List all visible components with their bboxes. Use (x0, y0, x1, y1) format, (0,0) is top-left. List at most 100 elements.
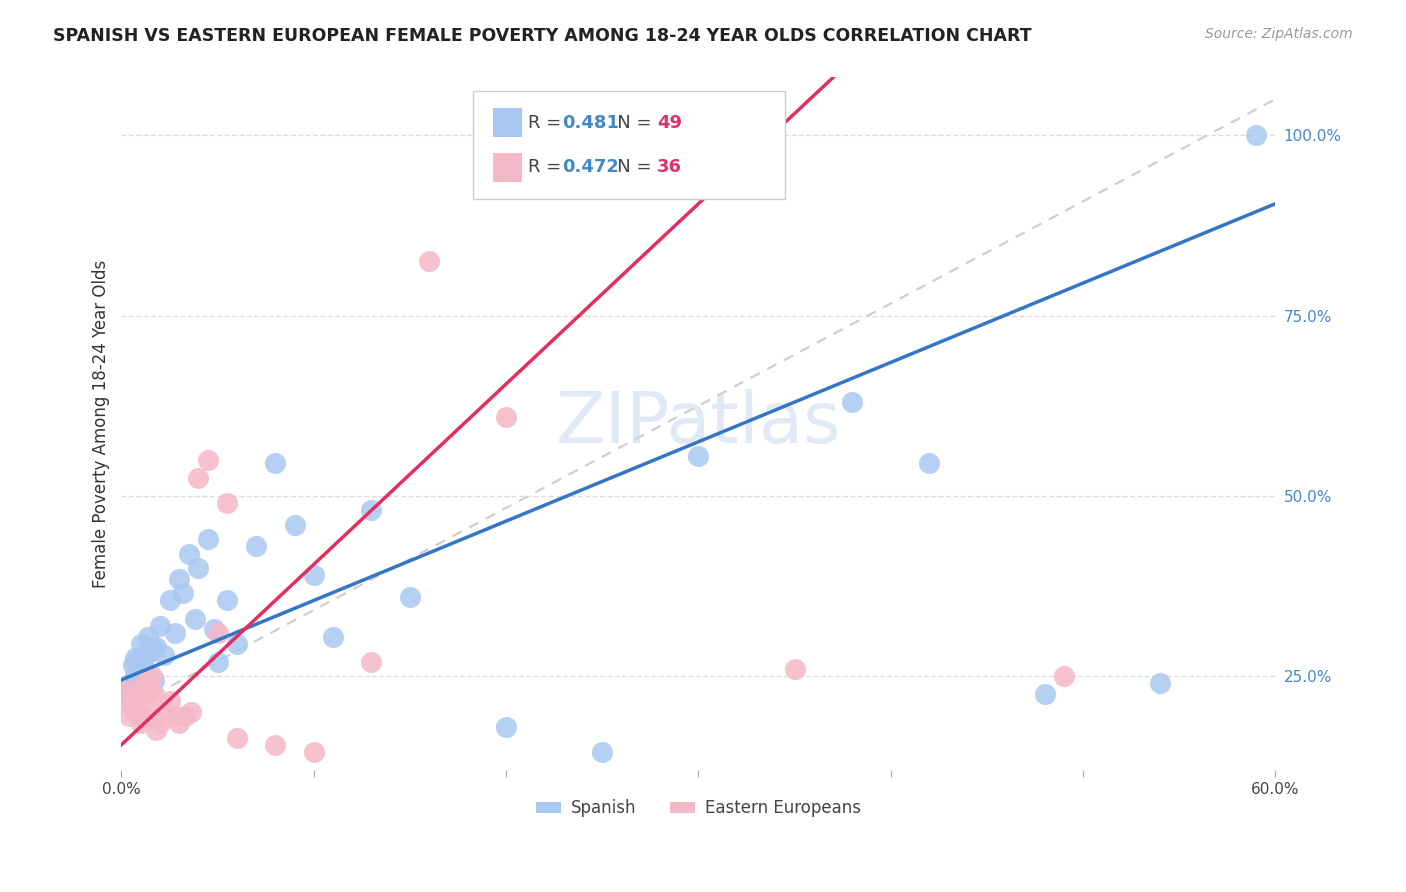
Point (322, 630, 344, 644)
Point (118, 694, 141, 708)
Point (418, 254, 440, 268)
Text: R =: R = (527, 158, 567, 176)
Text: ZIPatlas: ZIPatlas (555, 389, 841, 458)
Point (152, 706, 174, 720)
Text: N =: N = (600, 158, 658, 176)
Point (122, 680, 145, 694)
Point (283, 517, 305, 532)
Point (1149, 676, 1171, 690)
Text: 0.472: 0.472 (562, 158, 619, 176)
Point (145, 723, 167, 738)
Point (124, 669, 146, 683)
Point (149, 716, 172, 731)
Legend: Spanish, Eastern Europeans: Spanish, Eastern Europeans (530, 793, 868, 824)
Point (145, 640, 167, 655)
Text: 36: 36 (657, 158, 682, 176)
Point (120, 676, 142, 690)
Point (120, 690, 142, 705)
Text: R =: R = (527, 114, 567, 132)
Bar (494, 153, 522, 182)
Point (118, 709, 141, 723)
Point (202, 623, 225, 637)
Point (360, 655, 382, 669)
Point (399, 590, 422, 604)
Point (183, 611, 205, 625)
Point (1244, 128, 1267, 143)
Point (187, 471, 209, 485)
Point (360, 503, 382, 517)
FancyBboxPatch shape (474, 91, 785, 199)
Point (124, 651, 146, 665)
Point (131, 658, 153, 673)
Point (128, 680, 150, 694)
Point (159, 593, 181, 607)
Point (143, 673, 166, 687)
Text: N =: N = (600, 114, 658, 132)
Point (783, 662, 806, 676)
Point (167, 572, 190, 586)
Point (122, 658, 145, 673)
Point (1053, 669, 1076, 683)
Bar (494, 108, 522, 137)
Point (115, 683, 138, 698)
Point (591, 745, 613, 759)
Point (138, 673, 160, 687)
Point (177, 547, 200, 561)
Point (167, 716, 190, 731)
Point (134, 680, 156, 694)
Point (217, 593, 239, 607)
Text: SPANISH VS EASTERN EUROPEAN FEMALE POVERTY AMONG 18-24 YEAR OLDS CORRELATION CHA: SPANISH VS EASTERN EUROPEAN FEMALE POVER… (53, 27, 1032, 45)
Point (139, 683, 162, 698)
Point (264, 738, 287, 752)
Point (124, 706, 146, 720)
Point (302, 568, 325, 582)
Point (131, 709, 153, 723)
Point (159, 694, 181, 708)
Point (165, 626, 187, 640)
Point (302, 745, 325, 759)
Point (125, 690, 148, 705)
Point (125, 655, 148, 669)
Point (264, 457, 287, 471)
Point (134, 687, 156, 701)
Y-axis label: Female Poverty Among 18-24 Year Olds: Female Poverty Among 18-24 Year Olds (93, 260, 110, 588)
Point (141, 640, 163, 655)
Point (207, 626, 229, 640)
Point (495, 720, 517, 734)
Point (187, 561, 209, 575)
Point (139, 644, 162, 658)
Point (135, 648, 157, 662)
Point (495, 409, 517, 424)
Point (129, 716, 152, 731)
Point (225, 731, 247, 745)
Point (180, 706, 202, 720)
Point (1033, 687, 1056, 701)
Point (841, 395, 863, 409)
Point (143, 687, 166, 701)
Point (125, 694, 148, 708)
Point (688, 449, 710, 463)
Point (207, 655, 229, 669)
Point (122, 698, 145, 712)
Point (217, 496, 239, 510)
Text: 0.481: 0.481 (562, 114, 619, 132)
Point (197, 532, 219, 546)
Point (114, 687, 136, 701)
Point (149, 618, 172, 632)
Point (128, 662, 150, 676)
Point (225, 637, 247, 651)
Point (165, 709, 187, 723)
Point (918, 457, 941, 471)
Point (172, 586, 194, 600)
Point (197, 452, 219, 467)
Point (138, 630, 160, 644)
Point (129, 637, 152, 651)
Point (115, 683, 138, 698)
Point (245, 540, 267, 554)
Point (174, 709, 197, 723)
Point (152, 648, 174, 662)
Text: Source: ZipAtlas.com: Source: ZipAtlas.com (1205, 27, 1353, 41)
Point (114, 694, 136, 708)
Point (135, 698, 157, 712)
Point (141, 669, 163, 683)
